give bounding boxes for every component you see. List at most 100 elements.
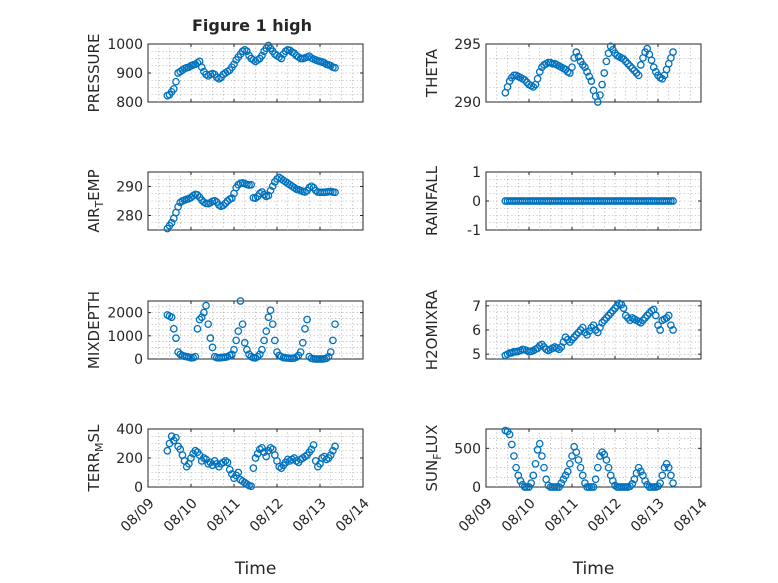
data-point xyxy=(264,313,273,322)
data-point xyxy=(525,483,533,491)
data-point xyxy=(510,452,518,460)
data-point xyxy=(581,479,589,487)
data-point xyxy=(669,479,677,487)
data-point xyxy=(628,480,637,488)
data-point xyxy=(602,57,611,66)
data-point xyxy=(664,197,673,205)
data-point xyxy=(572,48,581,56)
data-point xyxy=(260,336,268,345)
data-point xyxy=(202,301,210,310)
data-point xyxy=(516,476,525,485)
data-point xyxy=(585,483,594,491)
data-point xyxy=(258,51,266,60)
data-point xyxy=(656,479,665,487)
data-point xyxy=(574,456,583,464)
data-point xyxy=(331,188,339,197)
data-point xyxy=(559,475,568,484)
data-point xyxy=(251,194,260,202)
data-point xyxy=(266,306,275,315)
data-point xyxy=(578,61,587,69)
data-point xyxy=(167,218,176,227)
data-point xyxy=(247,180,256,189)
data-point xyxy=(228,350,236,359)
y-tick-label: 290 xyxy=(116,180,143,196)
data-point xyxy=(174,202,182,211)
data-point xyxy=(574,52,583,61)
data-point xyxy=(662,459,671,468)
data-point xyxy=(593,98,602,106)
x-axis-label: Time xyxy=(572,559,615,579)
data-point xyxy=(598,448,606,457)
data-point xyxy=(533,74,542,83)
data-point xyxy=(326,451,335,459)
data-point xyxy=(172,433,180,442)
subplot-h2omixra: 5 6 7 H2OMIXRA xyxy=(423,289,702,370)
data-point xyxy=(230,60,238,69)
data-point xyxy=(538,452,546,460)
data-point xyxy=(624,59,632,68)
data-point xyxy=(234,468,243,477)
data-point xyxy=(664,311,673,320)
data-point xyxy=(251,454,260,462)
data-point xyxy=(630,66,639,75)
data-point xyxy=(553,483,561,491)
data-point xyxy=(667,197,675,205)
data-point xyxy=(548,59,557,68)
data-point xyxy=(292,353,301,361)
data-point xyxy=(268,320,277,329)
data-point xyxy=(660,463,669,472)
data-point xyxy=(568,452,576,460)
data-point xyxy=(225,465,234,474)
data-point xyxy=(331,442,339,451)
data-point xyxy=(658,471,667,480)
data-point xyxy=(604,463,613,472)
data-point xyxy=(510,71,518,80)
data-point xyxy=(303,315,311,324)
y-axis-label-main: THETA xyxy=(423,48,441,98)
data-point xyxy=(266,186,275,195)
data-point xyxy=(641,476,649,485)
y-axis-label-subscript: M xyxy=(93,442,106,452)
data-point xyxy=(277,54,286,63)
y-tick-label: 0 xyxy=(472,480,481,496)
y-tick-label: 6 xyxy=(472,323,481,339)
data-point xyxy=(298,338,307,347)
x-axis-label: Time xyxy=(234,559,277,579)
data-point xyxy=(322,354,331,363)
data-point xyxy=(305,352,314,361)
data-point xyxy=(634,463,643,472)
y-tick-label: 400 xyxy=(116,422,143,438)
y-tick-label: 900 xyxy=(116,66,143,82)
data-point xyxy=(626,482,634,491)
y-axis-label-main: TERR xyxy=(85,452,103,493)
data-point xyxy=(621,57,630,66)
data-point xyxy=(167,313,176,322)
y-tick-label: 1000 xyxy=(107,37,143,53)
subplot-rainfall: -1 0 1 RAINFALL xyxy=(423,165,702,239)
data-point xyxy=(557,479,566,487)
data-point xyxy=(219,201,228,210)
data-point xyxy=(578,471,587,480)
data-point xyxy=(191,352,200,361)
data-point xyxy=(522,483,531,491)
data-point xyxy=(561,471,570,480)
data-point xyxy=(572,448,581,457)
data-point xyxy=(647,56,656,65)
y-tick-label: 2000 xyxy=(107,306,143,322)
data-point xyxy=(208,343,217,352)
y-tick-label: 7 xyxy=(472,299,481,315)
data-point xyxy=(669,197,677,205)
data-point xyxy=(197,313,206,322)
data-point xyxy=(667,471,675,480)
y-tick-label: 500 xyxy=(454,441,481,457)
data-point xyxy=(167,432,176,441)
data-point xyxy=(656,326,665,334)
y-axis-label-main: RAINFALL xyxy=(423,165,441,236)
data-point xyxy=(193,191,202,199)
data-point xyxy=(240,338,249,347)
data-point xyxy=(329,446,337,455)
data-point xyxy=(169,85,178,93)
